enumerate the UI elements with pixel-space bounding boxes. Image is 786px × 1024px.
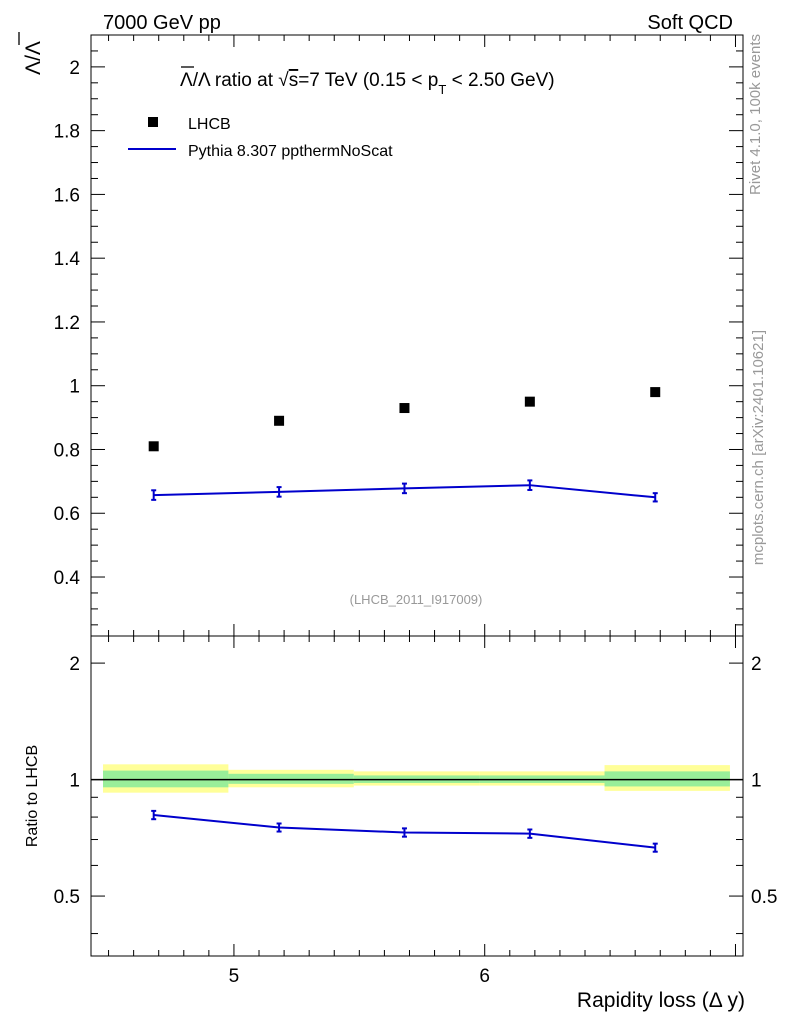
main-axis-ticks: 0.4 0.6 0.8 1 1.2 1.4 1.6 1.8 2 (54, 34, 743, 636)
title-energy: =7 TeV (0.15 < p (298, 70, 438, 91)
mcplots-label: mcplots.cern.ch [arXiv:2401.10621] (750, 330, 767, 565)
main-y-tick-label: 1.8 (54, 122, 80, 143)
main-y-tick-label: 1.4 (54, 249, 81, 270)
x-tick-label: 5 (229, 966, 240, 987)
main-title: Λ/Λ ratio at √s=7 TeV (0.15 < pT < 2.50 … (180, 70, 555, 97)
legend-label-pythia: Pythia 8.307 ppthermNoScat (188, 143, 393, 160)
main-y-tick-label: 1.2 (54, 313, 80, 334)
ratio-y-tick-label-right: 2 (751, 654, 762, 675)
lhcb-data-point (148, 441, 159, 452)
legend-marker-lhcb (148, 117, 158, 127)
lhcb-data-point (274, 415, 285, 426)
header-left: 7000 GeV pp (103, 12, 221, 34)
main-y-tick-label: 1.6 (54, 185, 80, 206)
main-y-tick-label: 2 (69, 58, 80, 79)
lhcb-data-point (399, 403, 410, 414)
main-ylabel-text: Λ/Λ (22, 41, 45, 75)
ratio-y-tick-label: 0.5 (54, 887, 80, 908)
ratio-ylabel: Ratio to LHCB (24, 745, 41, 847)
header-right: Soft QCD (647, 12, 733, 34)
x-axis-label: Rapidity loss (Δ y) (577, 989, 745, 1012)
main-data-layer (148, 387, 661, 503)
ratio-axis-ticks: 5 6 0.5 0.5 1 1 2 2 (54, 636, 777, 987)
ratio-y-tick-label: 1 (69, 771, 80, 792)
band-inner-bin (228, 773, 354, 784)
ratio-y-tick-label: 2 (69, 654, 80, 675)
title-sub: T (438, 82, 446, 97)
legend-label-lhcb: LHCB (188, 116, 231, 133)
title-tail: < 2.50 GeV) (446, 70, 554, 91)
title-lead: Λ/Λ ratio at (180, 70, 278, 91)
ratio-uncertainty-bands (103, 764, 730, 793)
main-y-tick-label: 0.4 (54, 568, 81, 589)
rivet-version-label: Rivet 4.1.0, 100k events (747, 34, 764, 195)
main-y-tick-label: 0.8 (54, 440, 80, 461)
main-y-tick-label: 0.6 (54, 504, 80, 525)
title-s: s (289, 70, 299, 91)
x-tick-label: 6 (479, 966, 490, 987)
title-sqrt: √ (278, 70, 289, 91)
ratio-data-layer (151, 809, 658, 853)
analysis-id-label: (LHCB_2011_I917009) (350, 592, 483, 607)
lhcb-data-point (650, 387, 661, 398)
lhcb-data-point (524, 396, 535, 407)
main-ylabel: Λ/Λ (18, 32, 45, 75)
main-y-tick-label: 1 (69, 377, 80, 398)
ratio-plot-frame (90, 635, 744, 957)
ratio-y-tick-label-right: 0.5 (751, 887, 777, 908)
ratio-y-tick-label-right: 1 (751, 771, 762, 792)
